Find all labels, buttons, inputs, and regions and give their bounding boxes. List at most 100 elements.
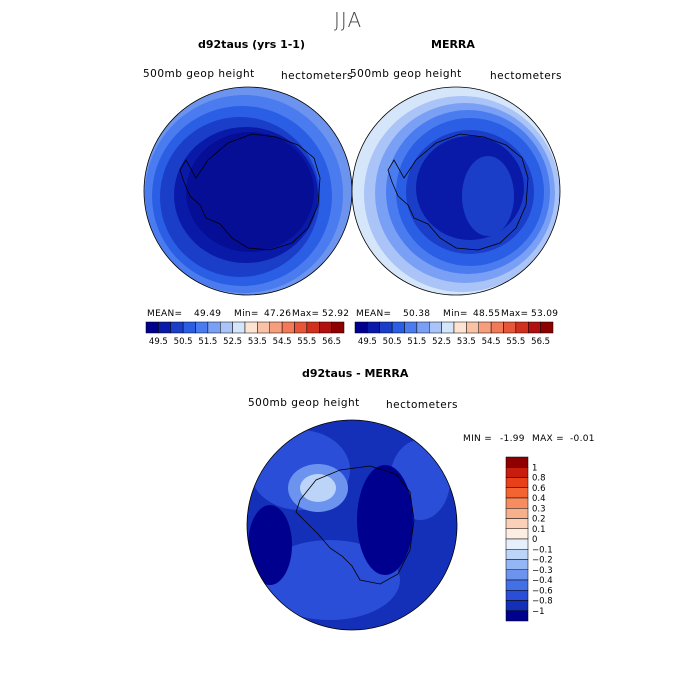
colorbar1-swatch-5	[207, 321, 221, 334]
colorbar3-tick-9: −0.2	[532, 556, 553, 566]
antarctica-outline-3	[295, 465, 415, 585]
colorbar2-swatch-12	[503, 321, 517, 334]
colorbar1-tick-6: 55.5	[297, 337, 316, 347]
panel3-title: d92taus - MERRA	[302, 367, 409, 380]
colorbar3-swatch-5	[505, 508, 529, 519]
colorbar3-swatch-7	[505, 528, 529, 540]
colorbar2-swatch-15	[540, 321, 554, 334]
panel1-max: 52.92	[322, 309, 350, 319]
antarctica-outline-1	[179, 133, 321, 251]
colorbar2-tick-0: 49.5	[358, 337, 377, 347]
colorbar1-swatch-11	[281, 321, 295, 334]
colorbar1-swatch-10	[269, 321, 283, 334]
colorbar3-tick-3: 0.4	[532, 494, 546, 504]
colorbar3-tick-6: 0.1	[532, 525, 546, 535]
panel2-map	[351, 86, 561, 296]
panel2-units: hectometers	[490, 70, 562, 82]
colorbar3-swatch-6	[505, 518, 529, 529]
colorbar3-tick-8: −0.1	[532, 545, 553, 555]
colorbar-panel3: 10.80.60.40.30.20.10−0.1−0.2−0.3−0.4−0.6…	[505, 456, 553, 622]
colorbar3-swatch-12	[505, 579, 529, 591]
panel3-min-label: MIN =	[463, 434, 493, 444]
colorbar3-tick-13: −0.8	[532, 597, 553, 607]
colorbar1-swatch-1	[158, 321, 171, 334]
colorbar3-tick-12: −0.6	[532, 586, 553, 596]
colorbar2-swatch-11	[490, 321, 504, 334]
colorbar3-swatch-13	[505, 590, 529, 601]
antarctica-outline-2	[387, 133, 529, 251]
colorbar3-swatch-14	[505, 600, 529, 611]
panel2-min: 48.55	[473, 309, 501, 319]
colorbar2-swatch-5	[416, 321, 430, 334]
colorbar1-swatch-2	[170, 321, 184, 334]
colorbar1-swatch-8	[244, 321, 258, 334]
panel1-max-label: Max=	[292, 309, 320, 319]
colorbar3-swatch-8	[505, 538, 529, 550]
colorbar2-swatch-13	[515, 321, 529, 334]
colorbar-panel2: 49.5 50.5 51.5 52.5 53.5 54.5 55.5 56.5	[354, 321, 554, 347]
colorbar1-swatch-15	[331, 321, 345, 334]
colorbar2-swatch-9	[466, 321, 479, 334]
colorbar3-swatch-15	[505, 610, 529, 622]
colorbar3-tick-0: 1	[532, 463, 537, 473]
colorbar3-swatch-1	[505, 467, 529, 478]
colorbar3-swatch-3	[505, 487, 529, 499]
colorbar3-tick-1: 0.8	[532, 474, 546, 484]
colorbar1-swatch-7	[232, 321, 246, 334]
panel1-min-label: Min=	[234, 309, 259, 319]
colorbar3-swatch-10	[505, 559, 529, 570]
colorbar1-swatch-9	[257, 321, 270, 334]
panel3-variable: 500mb geop height	[248, 397, 360, 409]
colorbar2-tick-1: 50.5	[383, 337, 402, 347]
colorbar1-swatch-12	[294, 321, 308, 334]
colorbar1-tick-1: 50.5	[174, 337, 193, 347]
panel2-min-label: Min=	[443, 309, 468, 319]
colorbar3-swatch-9	[505, 549, 529, 560]
panel3-units: hectometers	[386, 399, 458, 411]
colorbar1-swatch-0	[145, 321, 159, 334]
colorbar3-tick-5: 0.2	[532, 515, 546, 525]
colorbar1-tick-0: 49.5	[149, 337, 168, 347]
colorbar3-swatch-11	[505, 569, 529, 581]
panel1-mean: 49.49	[194, 309, 222, 319]
colorbar2-swatch-14	[528, 321, 541, 334]
colorbar2-tick-3: 52.5	[432, 337, 451, 347]
panel1-title: d92taus (yrs 1-1)	[198, 38, 305, 51]
colorbar2-swatch-7	[441, 321, 455, 334]
panel1-mean-label: MEAN=	[147, 309, 183, 319]
colorbar2-swatch-4	[404, 321, 418, 334]
colorbar2-swatch-6	[429, 321, 442, 334]
figure-title: JJA	[334, 8, 363, 32]
colorbar2-swatch-1	[367, 321, 380, 334]
panel3-min: -1.99	[500, 434, 525, 444]
panel3-max-label: MAX =	[532, 434, 564, 444]
panel2-title: MERRA	[431, 38, 475, 51]
colorbar1-swatch-6	[220, 321, 233, 334]
colorbar1-swatch-13	[306, 321, 320, 334]
panel2-max: 53.09	[531, 309, 559, 319]
colorbar1-tick-4: 53.5	[248, 337, 267, 347]
colorbar3-tick-4: 0.3	[532, 504, 546, 514]
panel3-map	[246, 419, 458, 631]
colorbar3-tick-2: 0.6	[532, 484, 546, 494]
panel1-min: 47.26	[264, 309, 292, 319]
colorbar2-swatch-0	[354, 321, 368, 334]
colorbar2-tick-6: 55.5	[506, 337, 525, 347]
colorbar-panel1: 49.5 50.5 51.5 52.5 53.5 54.5 55.5 56.5	[145, 321, 345, 347]
colorbar2-swatch-10	[478, 321, 492, 334]
colorbar1-swatch-14	[319, 321, 332, 334]
panel1-variable: 500mb geop height	[143, 68, 255, 80]
colorbar2-tick-7: 56.5	[531, 337, 550, 347]
colorbar2-swatch-3	[391, 321, 405, 334]
colorbar1-swatch-3	[182, 321, 196, 334]
colorbar1-tick-2: 51.5	[198, 337, 217, 347]
colorbar3-swatch-0	[505, 456, 529, 468]
colorbar3-tick-10: −0.3	[532, 566, 553, 576]
panel2-max-label: Max=	[501, 309, 529, 319]
colorbar3-tick-7: 0	[532, 535, 537, 545]
colorbar1-swatch-4	[195, 321, 209, 334]
colorbar2-tick-4: 53.5	[457, 337, 476, 347]
colorbar2-tick-5: 54.5	[482, 337, 501, 347]
colorbar1-tick-5: 54.5	[273, 337, 292, 347]
panel1-units: hectometers	[281, 70, 353, 82]
